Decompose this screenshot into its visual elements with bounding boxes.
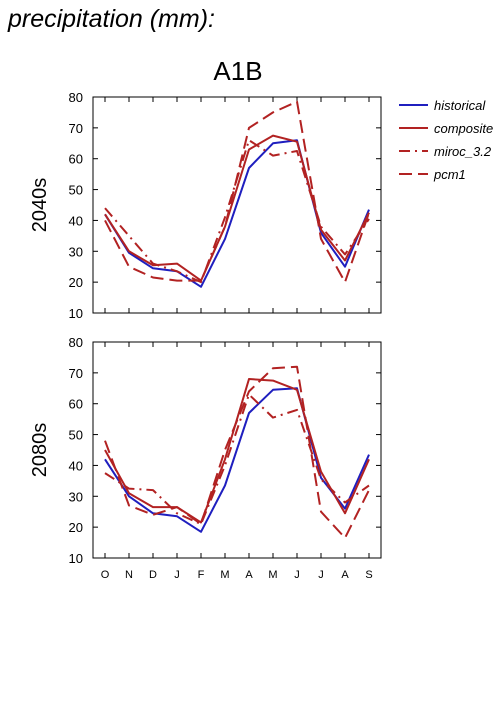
y-tick-label: 10 [69,551,83,566]
y-tick-label: 50 [69,183,83,198]
y-tick-label: 70 [69,366,83,381]
series-line-pcm1 [104,100,370,284]
x-tick-label: J [174,569,180,581]
y-tick-label: 60 [69,397,83,412]
legend-label-composite: composite [434,121,493,136]
x-tick-label: A [341,569,349,581]
x-tick-label: J [318,569,324,581]
y-tick-label: 30 [69,244,83,259]
legend-label-miroc_3.2: miroc_3.2 [434,144,492,159]
series-line-miroc_3.2 [104,393,370,526]
panel-2080s: 10 20 30 40 50 60 70 80 O N D J F M A M J J A S 2080s [29,335,382,581]
y-tick-label: 80 [69,90,83,105]
legend-label-pcm1: pcm1 [433,167,466,182]
legend: historical composite miroc_3.2 pcm1 [399,98,493,182]
x-tick-label: O [101,569,110,581]
series-line-composite [104,378,370,524]
x-tick-label: D [149,569,157,581]
row-label: 2040s [29,178,51,233]
x-tick-label: M [268,569,277,581]
x-tick-label: A [245,569,253,581]
y-tick-label: 80 [69,335,83,350]
y-tick-label: 10 [69,306,83,321]
y-tick-label: 20 [69,520,83,535]
y-tick-label: 40 [69,213,83,228]
series-line-pcm1 [104,365,370,539]
x-tick-label: M [220,569,229,581]
x-tick-label: N [125,569,133,581]
y-tick-label: 50 [69,428,83,443]
series-line-historical [104,139,370,288]
y-tick-label: 70 [69,121,83,136]
series-line-composite [104,134,370,282]
y-tick-label: 20 [69,275,83,290]
row-label: 2080s [29,423,51,478]
plot-frame [92,96,382,314]
legend-label-historical: historical [434,98,486,113]
y-tick-label: 60 [69,152,83,167]
chart-title: A1B [213,56,262,86]
y-tick-label: 30 [69,489,83,504]
y-tick-label: 40 [69,458,83,473]
x-tick-label: S [365,569,372,581]
x-tick-label: F [198,569,205,581]
plot-frame [92,341,382,559]
panel-2040s: 10 20 30 40 50 60 70 80 2040s [29,90,382,321]
figure-header: precipitation (mm): [7,5,215,33]
x-tick-label: J [294,569,300,581]
series-line-historical [104,387,370,533]
